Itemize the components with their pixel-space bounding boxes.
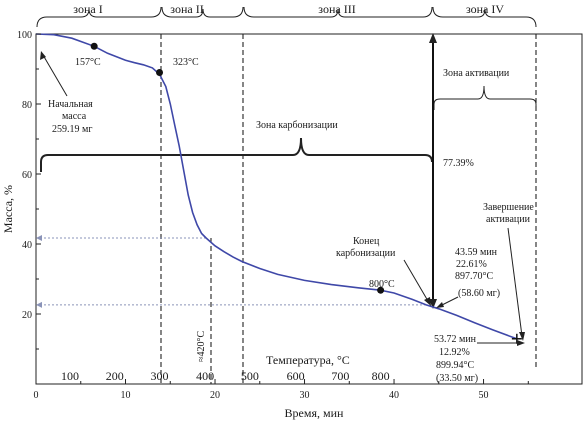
activation-brace <box>433 85 537 110</box>
marker-323-label: 323°C <box>173 57 199 68</box>
end-activation-temp: 899.94°C <box>436 360 474 371</box>
carbonization-value-label: 77.39% <box>443 158 474 169</box>
end-carbonization-temp: 897.70°C <box>455 271 493 282</box>
y-tick-label: 40 <box>22 240 32 251</box>
temperature-tick-label: 100 <box>61 369 79 383</box>
x-axis-label: Время, мин <box>285 406 344 420</box>
end-activation-line1: Завершение <box>483 202 534 213</box>
carbonization-span-arrow-top <box>429 33 437 43</box>
x-tick-label: 20 <box>210 390 220 401</box>
zone-4-brace <box>432 6 537 28</box>
initial-mass-arrow <box>42 54 68 97</box>
zone-1-label: зона I <box>73 2 102 16</box>
x-tick-label: 30 <box>300 390 310 401</box>
zone-2-brace <box>161 6 244 18</box>
end-carbonization-line1: Конец <box>353 236 380 247</box>
marker-157-label: 157°C <box>75 57 101 68</box>
end-carbonization-mass: 22.61% <box>456 259 487 270</box>
temperature-tick-label: 300 <box>151 369 169 383</box>
marker-800-label: 800°C <box>369 279 395 290</box>
markers <box>90 42 522 344</box>
data-marker <box>377 286 385 294</box>
temperature-ticks: 100 200 300 400 500 600 700 800 <box>61 369 390 383</box>
guide-arrowhead <box>36 235 42 242</box>
zone-4-label: зона IV <box>466 2 504 16</box>
end-carbonization-line2: карбонизации <box>336 248 396 259</box>
temperature-tick-label: 200 <box>106 369 124 383</box>
data-marker <box>90 42 98 50</box>
x-tick-label: 40 <box>389 390 399 401</box>
x-tick-label: 10 <box>121 390 131 401</box>
end-carbonization-mg: (58.60 мг) <box>458 288 500 299</box>
activation-zone-label: Зона активации <box>443 68 510 79</box>
initial-mass-arrowhead <box>40 51 46 60</box>
zone-header: зона I зона II зона III зона IV <box>36 2 537 28</box>
temperature-tick-label: 500 <box>241 369 259 383</box>
y-tick-label: 60 <box>22 170 32 181</box>
axes: 0 10 20 30 40 50 20 40 60 80 100 <box>17 30 529 401</box>
end-carbonization-time: 43.59 мин <box>455 247 498 258</box>
y-axis-label: Масса, % <box>1 185 15 233</box>
y-tick-label: 20 <box>22 310 32 321</box>
y-tick-label: 100 <box>17 30 32 41</box>
zone-2-label: зона II <box>170 2 203 16</box>
end-carbonization-arrow <box>403 259 429 302</box>
temperature-tick-label: 400 <box>196 369 214 383</box>
y-tick-label: 80 <box>22 100 32 111</box>
zone-3-brace <box>243 6 433 18</box>
end-activation-arrowhead <box>519 332 525 341</box>
initial-mass-line1: Начальная <box>48 99 93 110</box>
temp-420-label: ≈420°C <box>196 331 207 362</box>
carbonization-zone-label: Зона карбонизации <box>256 120 338 131</box>
end-activation-value-arrowhead <box>517 340 525 346</box>
end-carbonization-arrowhead <box>424 297 431 306</box>
initial-mass-value: 259.19 мг <box>52 124 92 135</box>
zone-1-brace <box>36 6 162 28</box>
mass-curve <box>35 33 518 340</box>
guide-lines <box>36 235 427 308</box>
end-activation-arrow <box>507 227 523 337</box>
end-activation-mg: (33.50 мг) <box>436 373 478 384</box>
data-marker <box>156 69 164 76</box>
temperature-tick-label: 700 <box>331 369 349 383</box>
zone-boundaries <box>160 34 537 384</box>
carbonization-brace <box>40 137 433 172</box>
x-tick-label: 50 <box>479 390 489 401</box>
end-carbonization-value-arrowhead <box>436 302 444 308</box>
end-activation-time: 53.72 мин <box>434 334 477 345</box>
temperature-axis-label: Температура, °C <box>266 353 350 367</box>
guide-arrowhead <box>36 301 42 308</box>
temperature-tick-label: 600 <box>287 369 305 383</box>
carbonization-span-arrow-bottom <box>429 299 437 309</box>
zone-3-label: зона III <box>318 2 355 16</box>
end-activation-line2: активации <box>486 214 531 225</box>
temperature-tick-label: 800 <box>372 369 390 383</box>
end-activation-mass: 12.92% <box>439 347 470 358</box>
x-tick-label: 0 <box>34 390 39 401</box>
initial-mass-line2: масса <box>62 111 87 122</box>
